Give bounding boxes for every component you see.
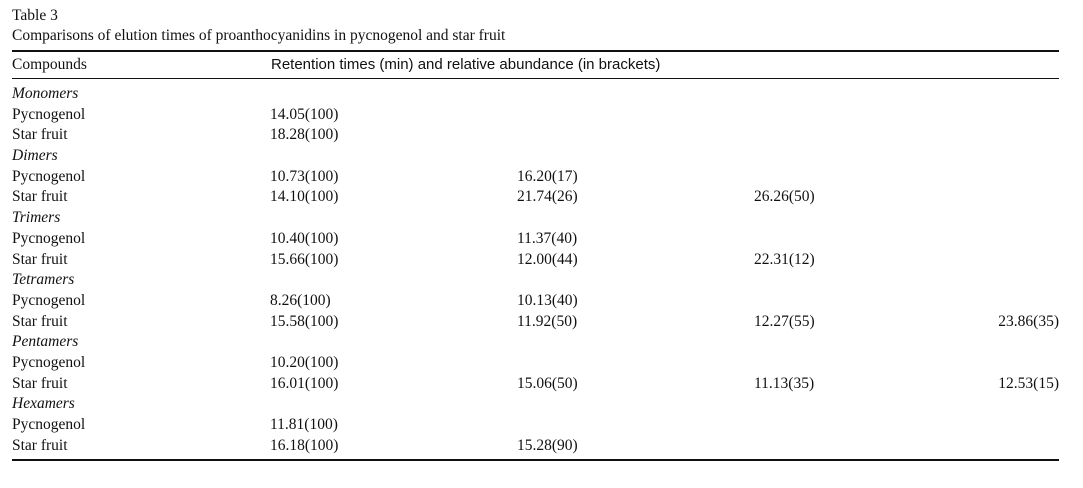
group-heading-row: Trimers bbox=[12, 208, 1059, 229]
group-heading-row: Tetramers bbox=[12, 270, 1059, 291]
compound-name: Star fruit bbox=[12, 312, 68, 330]
retention-value: 14.05(100) bbox=[270, 105, 339, 123]
table-row: Star fruit 15.66(100) 12.00(44) 22.31(12) bbox=[12, 250, 1059, 271]
retention-value: 15.06(50) bbox=[517, 374, 578, 392]
retention-value: 12.27(55) bbox=[754, 312, 815, 330]
retention-value: 10.20(100) bbox=[270, 353, 339, 371]
table-title: Comparisons of elution times of proantho… bbox=[12, 27, 506, 44]
compound-name: Star fruit bbox=[12, 250, 68, 268]
table-row: Star fruit 15.58(100) 11.92(50) 12.27(55) 23… bbox=[12, 312, 1059, 333]
group-name: Dimers bbox=[12, 147, 58, 165]
retention-value: 26.26(50) bbox=[754, 188, 815, 206]
group-name: Trimers bbox=[12, 209, 61, 227]
header-retention-times: Retention times (min) and relative abund… bbox=[271, 56, 661, 73]
retention-value: 16.01(100) bbox=[270, 374, 339, 392]
table-body: Monomers Pycnogenol 14.05(100) Star fruit 18… bbox=[12, 84, 1059, 456]
table-row: Star fruit 14.10(100) 21.74(26) 26.26(50) bbox=[12, 187, 1059, 208]
group-heading-row: Monomers bbox=[12, 84, 1059, 105]
top-rule bbox=[12, 50, 1059, 52]
table-header-row: Compounds Retention times (min) and rela… bbox=[12, 52, 1059, 78]
compound-name: Star fruit bbox=[12, 436, 68, 454]
group-heading-row: Hexamers bbox=[12, 394, 1059, 415]
retention-value: 11.37(40) bbox=[517, 229, 578, 247]
retention-value: 21.74(26) bbox=[517, 188, 578, 206]
retention-value: 11.13(35) bbox=[754, 374, 815, 392]
retention-value: 18.28(100) bbox=[270, 126, 339, 144]
compound-name: Pycnogenol bbox=[12, 229, 86, 247]
table-row: Pycnogenol 10.20(100) bbox=[12, 353, 1059, 374]
retention-value: 10.73(100) bbox=[270, 167, 339, 185]
table-row: Pycnogenol 10.73(100) 16.20(17) bbox=[12, 167, 1059, 188]
header-compounds: Compounds bbox=[12, 56, 87, 73]
group-name: Hexamers bbox=[12, 395, 75, 413]
compound-name: Star fruit bbox=[12, 188, 68, 206]
retention-value: 16.18(100) bbox=[270, 436, 339, 454]
retention-value: 10.13(40) bbox=[517, 291, 578, 309]
retention-value: 23.86(35) bbox=[998, 312, 1059, 330]
table-row: Star fruit 18.28(100) bbox=[12, 125, 1059, 146]
table-row: Pycnogenol 14.05(100) bbox=[12, 105, 1059, 126]
compound-name: Star fruit bbox=[12, 374, 68, 392]
retention-value: 8.26(100) bbox=[270, 291, 331, 309]
retention-value: 12.53(15) bbox=[998, 374, 1059, 392]
compound-name: Pycnogenol bbox=[12, 167, 86, 185]
table-label: Table 3 bbox=[12, 7, 58, 24]
retention-value: 15.58(100) bbox=[270, 312, 339, 330]
group-heading-row: Dimers bbox=[12, 146, 1059, 167]
table-row: Pycnogenol 8.26(100) 10.13(40) bbox=[12, 291, 1059, 312]
retention-value: 15.28(90) bbox=[517, 436, 578, 454]
compound-name: Star fruit bbox=[12, 126, 68, 144]
group-name: Monomers bbox=[12, 85, 79, 102]
group-name: Tetramers bbox=[12, 271, 75, 289]
compound-name: Pycnogenol bbox=[12, 291, 86, 309]
retention-value: 10.40(100) bbox=[270, 229, 339, 247]
retention-value: 12.00(44) bbox=[517, 250, 578, 268]
header-rule bbox=[12, 78, 1059, 79]
retention-value: 16.20(17) bbox=[517, 167, 578, 185]
retention-value: 14.10(100) bbox=[270, 188, 339, 206]
table-row: Star fruit 16.18(100) 15.28(90) bbox=[12, 436, 1059, 457]
table-row: Pycnogenol 10.40(100) 11.37(40) bbox=[12, 229, 1059, 250]
compound-name: Pycnogenol bbox=[12, 416, 86, 433]
retention-value: 22.31(12) bbox=[754, 250, 815, 268]
group-name: Pentamers bbox=[12, 333, 79, 351]
group-heading-row: Pentamers bbox=[12, 332, 1059, 353]
compound-name: Pycnogenol bbox=[12, 105, 86, 123]
compound-name: Pycnogenol bbox=[12, 353, 86, 371]
retention-value: 11.92(50) bbox=[517, 312, 578, 330]
retention-value: 15.66(100) bbox=[270, 250, 339, 268]
retention-value: 11.81(100) bbox=[270, 416, 338, 433]
bottom-rule bbox=[12, 459, 1059, 462]
table-row: Star fruit 16.01(100) 15.06(50) 11.13(35) 12… bbox=[12, 374, 1059, 395]
table-row: Pycnogenol 11.81(100) bbox=[12, 415, 1059, 436]
table-3: Table 3 Comparisons of elution times of … bbox=[12, 6, 1059, 462]
